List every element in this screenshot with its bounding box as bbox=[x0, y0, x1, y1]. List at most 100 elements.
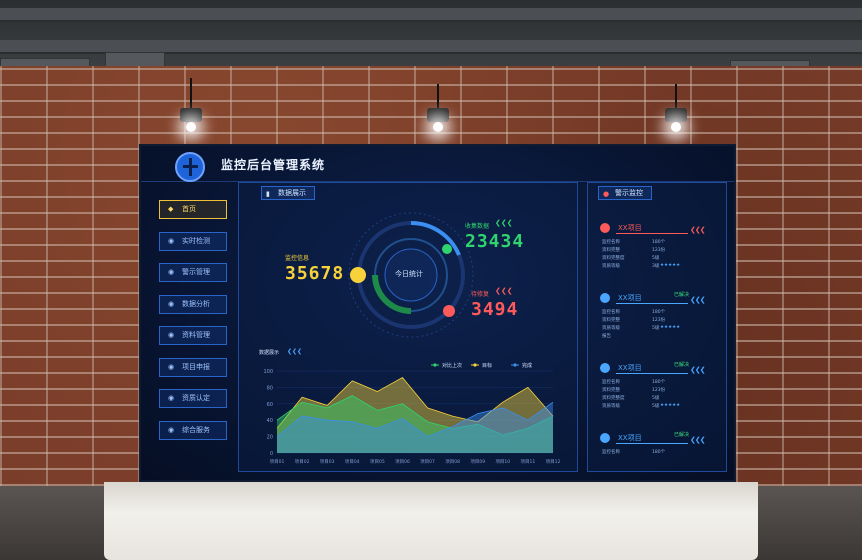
gauge-center-label: 今日统计 bbox=[395, 270, 423, 278]
alert-icon bbox=[600, 223, 610, 233]
x-tick-label: 项目05 bbox=[370, 459, 385, 465]
certificate-icon: ◉ bbox=[168, 394, 175, 402]
x-tick-label: 项目02 bbox=[295, 459, 310, 465]
project-icon: ◉ bbox=[168, 362, 175, 371]
alert-rule bbox=[616, 373, 688, 374]
sidebar-item-label: 数据分析 bbox=[182, 299, 210, 308]
alert-row: 资质等级 5级 ★★★★★ bbox=[602, 403, 681, 409]
y-tick-label: 60 bbox=[267, 402, 273, 408]
sidebar-item-analysis[interactable]: ◉ 数据分析 bbox=[159, 294, 227, 314]
alert-row: 资料完整 123份 bbox=[602, 318, 666, 323]
legend-marker bbox=[473, 363, 477, 367]
lamp-rod bbox=[437, 84, 439, 110]
alert-arrows: ❮❮❮ bbox=[690, 226, 706, 234]
sidebar-item-files[interactable]: ◉ 资料管理 bbox=[159, 326, 227, 345]
warning-icon: ◉ bbox=[168, 268, 175, 276]
alert-status: 已解决 bbox=[674, 432, 690, 438]
y-tick-label: 40 bbox=[267, 418, 273, 424]
legend-label: 完成 bbox=[522, 362, 532, 369]
alert-row: 资质等级 5级 ★★★★★ bbox=[602, 325, 681, 331]
alert-row: 监控名称 180个 bbox=[602, 450, 666, 455]
sidebar-item-projects[interactable]: ◉ 项目申报 bbox=[159, 357, 227, 377]
series-line bbox=[276, 377, 554, 429]
alert-icon bbox=[600, 433, 610, 443]
home-icon: ◆ bbox=[168, 205, 174, 213]
alert-rule bbox=[616, 443, 688, 444]
panel-title: 警示监控 bbox=[615, 189, 643, 197]
alert-row: 监控名称 180个 bbox=[602, 240, 666, 245]
x-tick-label: 项目08 bbox=[445, 459, 460, 465]
alert-row: 监控名称 180个 bbox=[602, 380, 666, 385]
rating-stars: ★★★★★ bbox=[660, 263, 681, 268]
spotlight bbox=[427, 108, 449, 122]
gauge-dot-red bbox=[443, 305, 455, 317]
alert-panel-header: ● 警示监控 bbox=[598, 186, 652, 200]
legend-marker bbox=[433, 363, 437, 367]
ceiling-beam bbox=[0, 40, 862, 54]
spotlight bbox=[665, 108, 687, 122]
backdrop-paper bbox=[104, 482, 758, 560]
chart-title: 数据展示 bbox=[259, 350, 280, 356]
series-line bbox=[276, 401, 554, 438]
series-area bbox=[277, 377, 553, 453]
rating-stars: ★★★★★ bbox=[660, 403, 681, 408]
alert-status: 已解决 bbox=[674, 292, 690, 298]
sidebar-item-home[interactable]: ◆ 首页 bbox=[159, 200, 227, 219]
collect-label: 收集数据 bbox=[465, 223, 490, 230]
sidebar-item-label: 综合服务 bbox=[182, 425, 210, 434]
gauge-dot-yellow bbox=[350, 267, 366, 283]
alert-icon bbox=[600, 293, 610, 303]
sidebar-item-realtime[interactable]: ◉ 实时检测 bbox=[159, 231, 227, 251]
alert-row: 资料完整 123份 bbox=[602, 388, 666, 393]
monitor-label: 监控信息 bbox=[285, 255, 310, 262]
alert-title: XX项目 bbox=[618, 434, 642, 442]
series-line bbox=[276, 395, 554, 436]
collect-value: 23434 bbox=[465, 231, 525, 252]
service-icon: ◉ bbox=[168, 425, 175, 434]
y-tick-label: 20 bbox=[267, 435, 273, 441]
alert-arrows: ❮❮❮ bbox=[690, 436, 706, 444]
folder-icon: ◉ bbox=[168, 331, 175, 339]
alert-title: XX项目 bbox=[618, 364, 642, 372]
warn-label: 待修复 bbox=[471, 291, 490, 298]
x-tick-label: 项目12 bbox=[546, 459, 561, 465]
sidebar-item-label: 资质认定 bbox=[182, 394, 210, 402]
legend-marker bbox=[513, 363, 517, 367]
sidebar-item-label: 实时检测 bbox=[182, 236, 210, 245]
alert-status: 已解决 bbox=[674, 362, 690, 368]
alert-rule bbox=[616, 233, 688, 234]
alert-row: 监控名称 180个 bbox=[602, 310, 666, 315]
lamp-rod bbox=[190, 78, 192, 110]
logo-icon bbox=[175, 152, 205, 182]
spotlight-glow bbox=[186, 122, 196, 132]
today-stats-gauge bbox=[348, 212, 474, 338]
gauge-arc-blue bbox=[410, 221, 461, 256]
alert-row: 资料完整度 5级 bbox=[602, 396, 660, 401]
sidebar-item-label: 资料管理 bbox=[182, 331, 210, 339]
alert-rule bbox=[616, 303, 688, 304]
spotlight-glow bbox=[433, 122, 443, 132]
gauge-core bbox=[384, 248, 438, 302]
area-chart: 0 20 40 60 80 100 项目01 项目02 项目03 项目04 项目05 项目06 项目07… bbox=[263, 362, 561, 465]
alert-row: 资料完整 123份 bbox=[602, 248, 666, 253]
x-tick-label: 项目03 bbox=[320, 459, 335, 465]
analysis-icon: ◉ bbox=[168, 299, 175, 308]
x-tick-label: 项目09 bbox=[470, 459, 485, 465]
sidebar-nav: ◆ 首页 ◉ 实时检测 ◉ 警示管理 ◉ 数据分析 ◉ 资料管理 ◉ 项目申报 ◉ 资质认定 … bbox=[159, 200, 227, 452]
alert-row: 报告 bbox=[602, 334, 611, 339]
bar-chart-icon: ▮ bbox=[266, 190, 270, 198]
data-panel-header: ▮ 数据展示 bbox=[261, 186, 315, 200]
alert-row: 资料完整度 5级 bbox=[602, 256, 660, 261]
x-tick-label: 项目06 bbox=[395, 459, 410, 465]
page-title: 监控后台管理系统 bbox=[221, 158, 326, 172]
legend-label: 目标 bbox=[482, 362, 492, 369]
alert-row: 资质等级 3级 ★★★★★ bbox=[602, 263, 681, 269]
warn-arrows: ❮❮❮ bbox=[495, 287, 513, 295]
sidebar-item-services[interactable]: ◉ 综合服务 bbox=[159, 420, 227, 440]
sidebar-item-qualification[interactable]: ◉ 资质认定 bbox=[159, 389, 227, 408]
y-tick-label: 0 bbox=[270, 451, 273, 457]
warn-value: 3494 bbox=[471, 299, 519, 320]
legend-label: 对比上次 bbox=[442, 362, 462, 369]
chart-title-arrows: ❮❮❮ bbox=[287, 348, 303, 355]
sidebar-item-alerts[interactable]: ◉ 警示管理 bbox=[159, 263, 227, 282]
